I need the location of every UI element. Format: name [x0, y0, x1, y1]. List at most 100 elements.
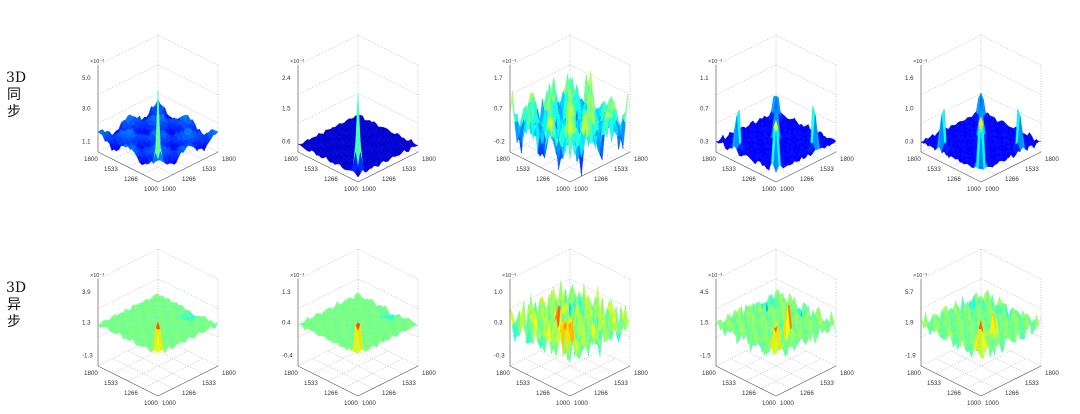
back-wall-gridline — [921, 35, 1041, 65]
floor-gridline — [328, 351, 388, 381]
y-tick-label: 1000 — [162, 400, 176, 407]
z-tick-label: 3.0 — [82, 106, 91, 113]
y-tick-label: 1533 — [1025, 166, 1039, 173]
x-tick-label: 1000 — [144, 400, 158, 407]
x-tick-label: 1266 — [324, 176, 338, 183]
back-wall-gridline — [510, 249, 630, 279]
y-tick-label: 1000 — [162, 186, 176, 193]
z-tick-label: 0.3 — [905, 139, 914, 146]
y-tick-label: 1800 — [422, 156, 436, 163]
y-tick-label: 1533 — [402, 166, 416, 173]
x-tick-label: 1533 — [304, 166, 318, 173]
y-tick-label: 1266 — [1005, 176, 1019, 183]
z-tick-label: -0.2 — [494, 139, 505, 146]
x-tick-label: 1800 — [284, 156, 298, 163]
x-tick-label: 1000 — [344, 186, 358, 193]
z-exponent-label: ×10⁻³ — [290, 59, 304, 65]
x-tick-label: 1266 — [124, 390, 138, 397]
z-exponent-label: ×10⁻³ — [913, 59, 927, 65]
x-tick-label: 1800 — [702, 156, 716, 163]
x-tick-label: 1000 — [762, 186, 776, 193]
x-tick-label: 1533 — [304, 380, 318, 387]
back-wall-gridline — [716, 35, 836, 65]
z-tick-label: 1.3 — [82, 320, 91, 327]
x-tick-label: 1533 — [104, 380, 118, 387]
surface-mesh — [98, 91, 218, 165]
x-tick-label: 1800 — [907, 156, 921, 163]
y-tick-label: 1800 — [634, 156, 648, 163]
y-tick-label: 1000 — [362, 186, 376, 193]
y-tick-label: 1000 — [362, 400, 376, 407]
y-tick-label: 1800 — [222, 370, 236, 377]
surface-plot-async-1: 3.91.3-1.3×10⁻³1800153312661000180015331… — [70, 224, 255, 414]
floor-gridline — [128, 351, 188, 381]
y-tick-label: 1000 — [574, 186, 588, 193]
z-tick-label: 1.5 — [282, 106, 291, 113]
surface-cell — [623, 95, 628, 124]
z-tick-label: 0.6 — [282, 139, 291, 146]
row-label-line: 3D — [6, 280, 22, 297]
x-tick-label: 1000 — [344, 400, 358, 407]
y-tick-label: 1800 — [840, 156, 854, 163]
y-tick-label: 1266 — [800, 176, 814, 183]
y-tick-label: 1266 — [382, 176, 396, 183]
x-tick-label: 1800 — [84, 370, 98, 377]
x-tick-label: 1266 — [124, 176, 138, 183]
z-tick-label: 2.4 — [282, 75, 291, 82]
surface-mesh — [298, 292, 418, 354]
x-tick-label: 1266 — [324, 390, 338, 397]
surface-plot-sync-5: 1.61.00.3×10⁻³18001533126610001800153312… — [893, 10, 1078, 200]
y-tick-label: 1266 — [594, 176, 608, 183]
x-tick-label: 1533 — [722, 166, 736, 173]
surface-mesh — [298, 95, 418, 178]
x-tick-label: 1000 — [967, 186, 981, 193]
surface-mesh — [98, 294, 218, 353]
y-tick-label: 1533 — [402, 380, 416, 387]
z-tick-label: 3.9 — [82, 289, 91, 296]
z-exponent-label: ×10⁻³ — [290, 273, 304, 279]
y-tick-label: 1800 — [422, 370, 436, 377]
y-tick-label: 1533 — [202, 166, 216, 173]
z-exponent-label: ×10⁻³ — [90, 59, 104, 65]
z-tick-label: 1.0 — [905, 106, 914, 113]
x-tick-label: 1266 — [536, 176, 550, 183]
x-tick-label: 1533 — [927, 166, 941, 173]
row-label-line: 同 — [6, 87, 22, 104]
row-label-line: 异 — [6, 297, 22, 314]
x-tick-label: 1800 — [284, 370, 298, 377]
surface-plot-sync-4: 1.10.70.3×10⁻³18001533126610001800153312… — [688, 10, 873, 200]
back-wall-gridline — [98, 35, 218, 65]
z-tick-label: 1.1 — [82, 139, 91, 146]
z-tick-label: 0.4 — [282, 320, 291, 327]
back-wall-gridline — [510, 35, 630, 65]
surface-plot-async-3: 1.00.3-0.3×10⁻³1800153312661000180015331… — [482, 224, 667, 414]
back-wall-gridline — [298, 35, 418, 65]
x-tick-label: 1266 — [742, 176, 756, 183]
surface-plot-sync-1: 5.03.01.1×10⁻³18001533126610001800153312… — [70, 10, 255, 200]
row-label-line: 3D — [6, 70, 22, 87]
z-tick-label: 1.3 — [282, 289, 291, 296]
x-tick-label: 1533 — [516, 166, 530, 173]
z-tick-label: 1.7 — [494, 75, 503, 82]
z-tick-label: -0.4 — [282, 353, 293, 360]
back-wall-gridline — [298, 249, 418, 279]
surface-mesh — [510, 71, 630, 177]
y-tick-label: 1266 — [382, 390, 396, 397]
x-tick-label: 1266 — [947, 176, 961, 183]
row-label-asynchronous: 3D 异 步 — [6, 280, 22, 331]
z-exponent-label: ×10⁻³ — [708, 59, 722, 65]
z-tick-label: 0.3 — [700, 139, 709, 146]
x-tick-label: 1533 — [104, 166, 118, 173]
floor-gridline — [328, 351, 388, 381]
surface-plot-async-2: 1.3 0.4 -0.4 ×10⁻³ 1800 1533 1266 1000 1800 1533 1… — [270, 224, 455, 414]
z-tick-label: 5.0 — [82, 75, 91, 82]
y-tick-label: 1800 — [222, 156, 236, 163]
surface-plot-sync-3: 1.70.7-0.2×10⁻³1800153312661000180015331… — [482, 10, 667, 200]
back-wall-gridline — [98, 249, 218, 279]
row-label-synchronous: 3D 同 步 — [6, 70, 22, 121]
x-tick-label: 1000 — [144, 186, 158, 193]
y-tick-label: 1000 — [780, 186, 794, 193]
x-tick-label: 1800 — [496, 156, 510, 163]
z-exponent-label: ×10⁻³ — [502, 59, 516, 65]
x-tick-label: 1000 — [556, 186, 570, 193]
